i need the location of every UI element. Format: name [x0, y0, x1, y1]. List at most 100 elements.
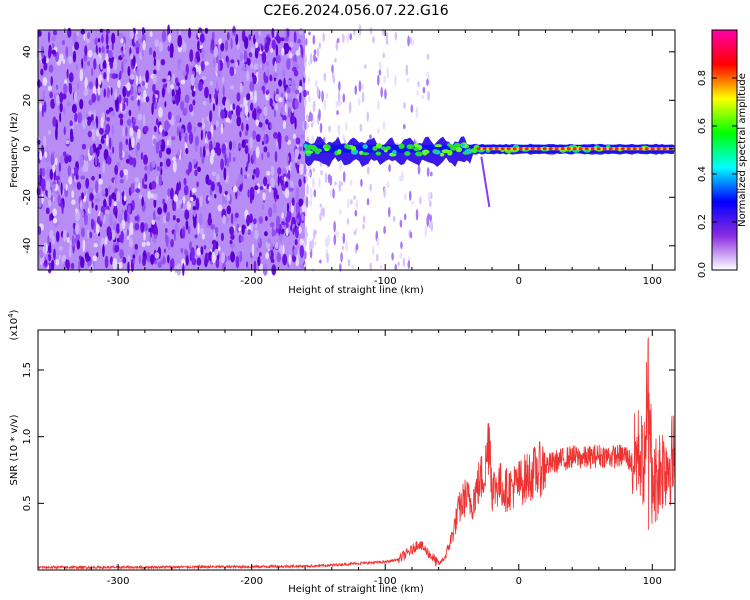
- ridge-core-peak: [536, 147, 541, 151]
- noise-speck: [366, 111, 370, 122]
- ridge-core-peak: [662, 147, 667, 151]
- noise-speck: [118, 213, 122, 223]
- noise-speck: [274, 196, 277, 203]
- noise-speck: [275, 219, 280, 230]
- noise-speck: [103, 198, 107, 208]
- noise-speck: [271, 27, 275, 38]
- noise-speck: [400, 241, 403, 249]
- noise-speck: [66, 68, 69, 79]
- noise-speck: [256, 246, 260, 252]
- noise-speck: [183, 185, 189, 196]
- noise-speck: [61, 203, 64, 215]
- noise-speck: [79, 154, 84, 168]
- noise-speck: [255, 146, 260, 159]
- noise-speck: [103, 120, 107, 128]
- noise-speck: [110, 87, 113, 96]
- ridge-blob: [434, 149, 441, 155]
- noise-speck: [177, 34, 183, 48]
- noise-speck: [50, 259, 55, 271]
- noise-speck: [359, 123, 363, 132]
- noise-speck: [134, 177, 139, 183]
- noise-speck: [55, 93, 60, 106]
- noise-speck: [253, 63, 259, 71]
- noise-speck: [218, 38, 222, 45]
- noise-speck: [97, 38, 101, 43]
- noise-speck: [338, 180, 342, 192]
- noise-speck: [67, 27, 72, 38]
- noise-speck: [186, 201, 192, 211]
- noise-speck: [92, 255, 98, 262]
- noise-speck: [222, 214, 227, 225]
- noise-speck: [130, 53, 134, 60]
- noise-speck: [430, 171, 433, 177]
- noise-speck: [111, 229, 116, 241]
- noise-speck: [293, 31, 297, 43]
- noise-speck: [71, 235, 75, 248]
- noise-speck: [355, 243, 359, 251]
- noise-speck: [154, 221, 157, 231]
- noise-speck: [309, 52, 313, 65]
- noise-speck: [353, 230, 357, 236]
- noise-speck: [128, 109, 132, 117]
- noise-speck: [100, 116, 104, 129]
- noise-speck: [71, 199, 76, 205]
- noise-speck: [284, 188, 290, 199]
- noise-speck: [91, 128, 96, 135]
- noise-speck: [100, 138, 105, 144]
- noise-speck: [298, 163, 304, 175]
- noise-speck: [305, 232, 309, 238]
- noise-speck: [166, 147, 172, 155]
- noise-speck: [184, 248, 187, 256]
- noise-speck: [38, 30, 42, 37]
- noise-speck: [207, 131, 212, 140]
- noise-speck: [59, 155, 64, 165]
- noise-speck: [163, 202, 168, 214]
- colorbar-tick-label: 0.0: [697, 262, 708, 278]
- noise-speck: [119, 117, 124, 126]
- noise-speck: [201, 47, 205, 59]
- noise-speck: [154, 90, 159, 95]
- noise-speck: [104, 129, 107, 135]
- noise-speck: [229, 85, 235, 90]
- noise-speck: [55, 127, 58, 140]
- noise-speck: [290, 114, 295, 125]
- noise-speck: [155, 216, 161, 221]
- noise-speck: [112, 146, 115, 154]
- noise-speck: [287, 98, 293, 103]
- noise-speck: [79, 69, 84, 82]
- noise-speck: [313, 53, 316, 63]
- noise-speck: [141, 50, 144, 58]
- noise-speck: [62, 151, 67, 157]
- noise-speck: [236, 115, 242, 127]
- ridge-core-peak: [506, 147, 511, 151]
- noise-speck: [228, 110, 232, 121]
- ridge-core-peak: [482, 147, 487, 151]
- noise-speck: [308, 31, 311, 36]
- bottom-x-axis-label: Height of straight line (km): [288, 584, 424, 595]
- noise-speck: [200, 60, 205, 72]
- noise-speck: [185, 147, 189, 155]
- noise-speck: [248, 33, 252, 41]
- snr-multiplier-label: (x104): [7, 309, 20, 340]
- noise-speck: [75, 208, 78, 214]
- noise-speck: [200, 246, 204, 255]
- ridge-core-peak: [542, 147, 547, 151]
- noise-speck: [282, 253, 288, 266]
- noise-speck: [249, 213, 253, 224]
- noise-speck: [94, 197, 100, 203]
- noise-speck: [383, 187, 386, 198]
- noise-speck: [88, 81, 94, 90]
- noise-speck: [286, 58, 291, 70]
- noise-speck: [335, 100, 339, 108]
- noise-speck: [82, 239, 86, 252]
- noise-speck: [289, 187, 294, 192]
- noise-speck: [210, 149, 216, 157]
- noise-speck: [162, 129, 166, 138]
- noise-speck: [121, 61, 124, 74]
- noise-speck: [212, 103, 215, 112]
- ridge-blob: [453, 142, 461, 148]
- noise-speck: [294, 148, 299, 158]
- noise-speck: [170, 198, 173, 205]
- noise-speck: [197, 122, 203, 127]
- noise-speck: [286, 28, 290, 38]
